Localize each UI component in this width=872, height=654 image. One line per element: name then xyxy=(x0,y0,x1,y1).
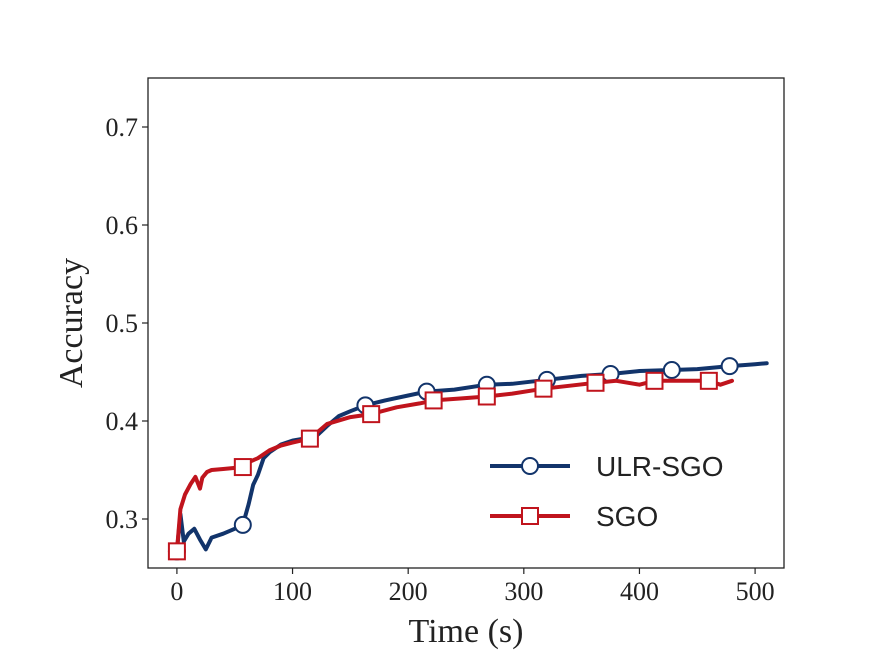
legend-label-ulr-sgo: ULR-SGO xyxy=(596,451,724,482)
axis-ticks: 0 100 200 300 400 500 0.3 0.4 0.5 0.6 0.7 xyxy=(106,113,775,606)
y-axis-label: Accuracy xyxy=(53,258,90,388)
data-point-sgo xyxy=(362,405,381,424)
y-tick-label: 0.7 xyxy=(106,113,139,142)
data-point-sgo xyxy=(586,373,605,392)
data-point-sgo xyxy=(534,379,553,398)
x-tick-label: 0 xyxy=(170,577,183,606)
series-layer xyxy=(167,357,769,561)
legend-marker-sgo xyxy=(521,507,539,525)
y-tick-label: 0.5 xyxy=(106,309,139,338)
x-tick-label: 200 xyxy=(389,577,428,606)
series-sgo xyxy=(167,371,734,561)
data-point-ulr-sgo xyxy=(233,515,252,534)
data-point-sgo xyxy=(233,458,252,477)
y-tick-label: 0.4 xyxy=(106,407,139,436)
y-tick-label: 0.3 xyxy=(106,505,139,534)
series-line-sgo xyxy=(174,378,734,554)
x-tick-label: 300 xyxy=(504,577,543,606)
x-axis-label: Time (s) xyxy=(409,613,524,650)
legend-marker-ulr-sgo xyxy=(521,457,539,475)
x-tick-label: 500 xyxy=(736,577,775,606)
data-point-sgo xyxy=(699,371,718,390)
data-point-sgo xyxy=(477,387,496,406)
x-tick-label: 400 xyxy=(620,577,659,606)
data-point-sgo xyxy=(424,391,443,410)
data-point-sgo xyxy=(167,542,186,561)
data-point-sgo xyxy=(300,429,319,448)
data-point-ulr-sgo xyxy=(662,361,681,380)
legend-label-sgo: SGO xyxy=(596,501,658,532)
legend: ULR-SGO SGO xyxy=(490,451,724,532)
y-tick-label: 0.6 xyxy=(106,211,139,240)
x-tick-label: 100 xyxy=(273,577,312,606)
plot-frame xyxy=(147,77,785,569)
data-point-sgo xyxy=(645,371,664,390)
data-point-ulr-sgo xyxy=(720,357,739,376)
